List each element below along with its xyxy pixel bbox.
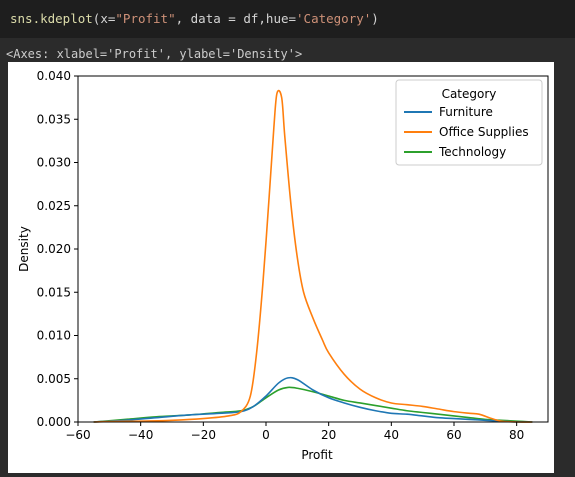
legend-label-furniture: Furniture (439, 105, 493, 119)
series-line-technology (93, 386, 533, 423)
code-close-paren: ) (371, 11, 379, 26)
series-lines (93, 89, 533, 423)
x-axis-label: Profit (301, 448, 333, 462)
output-repr: <Axes: xlabel='Profit', ylabel='Density'… (6, 47, 303, 61)
legend-label-technology: Technology (438, 145, 506, 159)
code-arg-x-value: "Profit" (115, 11, 176, 26)
code-line[interactable]: sns.kdeplot(x="Profit", data = df,hue='C… (10, 11, 379, 26)
legend-entries: Furniture Office Supplies Technology (404, 105, 529, 159)
x-tick-label: 60 (446, 428, 461, 442)
legend-box (395, 79, 543, 166)
x-tick-label: −20 (191, 428, 216, 442)
x-tick-label: 0 (262, 428, 270, 442)
y-tick-label: 0.015 (37, 285, 71, 299)
x-tick-label: 80 (509, 428, 524, 442)
y-tick-label: 0.010 (37, 329, 71, 343)
y-tick-label: 0.040 (37, 69, 71, 83)
legend: Category Furniture Office Supplies Technol… (395, 79, 543, 166)
series-line-office-supplies (93, 89, 533, 423)
y-tick-label: 0.000 (37, 415, 71, 429)
y-tick-label: 0.025 (37, 199, 71, 213)
code-arg-hue-value: 'Category' (296, 11, 372, 26)
code-cell[interactable]: sns.kdeplot(x="Profit", data = df,hue='C… (0, 0, 575, 38)
x-tick-label: 40 (384, 428, 399, 442)
code-function: sns.kdeplot (10, 11, 93, 26)
x-tick-label: −40 (128, 428, 153, 442)
code-arg-x-key: x= (100, 11, 116, 26)
y-tick-label: 0.020 (37, 242, 71, 256)
kde-chart: −60 −40 −20 0 20 40 60 80 0.000 0.005 0.010 0.015 0.… (17, 69, 549, 462)
code-arg-data: , data = df,hue= (175, 11, 297, 26)
y-tick-label: 0.035 (37, 112, 71, 126)
x-tick-label: −60 (65, 428, 90, 442)
code-open-paren: ( (92, 11, 101, 26)
axes: −60 −40 −20 0 20 40 60 80 0.000 0.005 0.010 0.015 0.… (37, 69, 549, 442)
legend-label-office-supplies: Office Supplies (439, 125, 529, 139)
y-tick-label: 0.030 (37, 156, 71, 170)
y-axis-label: Density (17, 226, 31, 272)
plot-output: −60 −40 −20 0 20 40 60 80 0.000 0.005 0.010 0.015 0.… (8, 62, 554, 473)
y-tick-label: 0.005 (37, 372, 71, 386)
legend-title: Category (442, 87, 497, 101)
x-tick-label: 20 (321, 428, 336, 442)
series-line-furniture (93, 376, 533, 423)
